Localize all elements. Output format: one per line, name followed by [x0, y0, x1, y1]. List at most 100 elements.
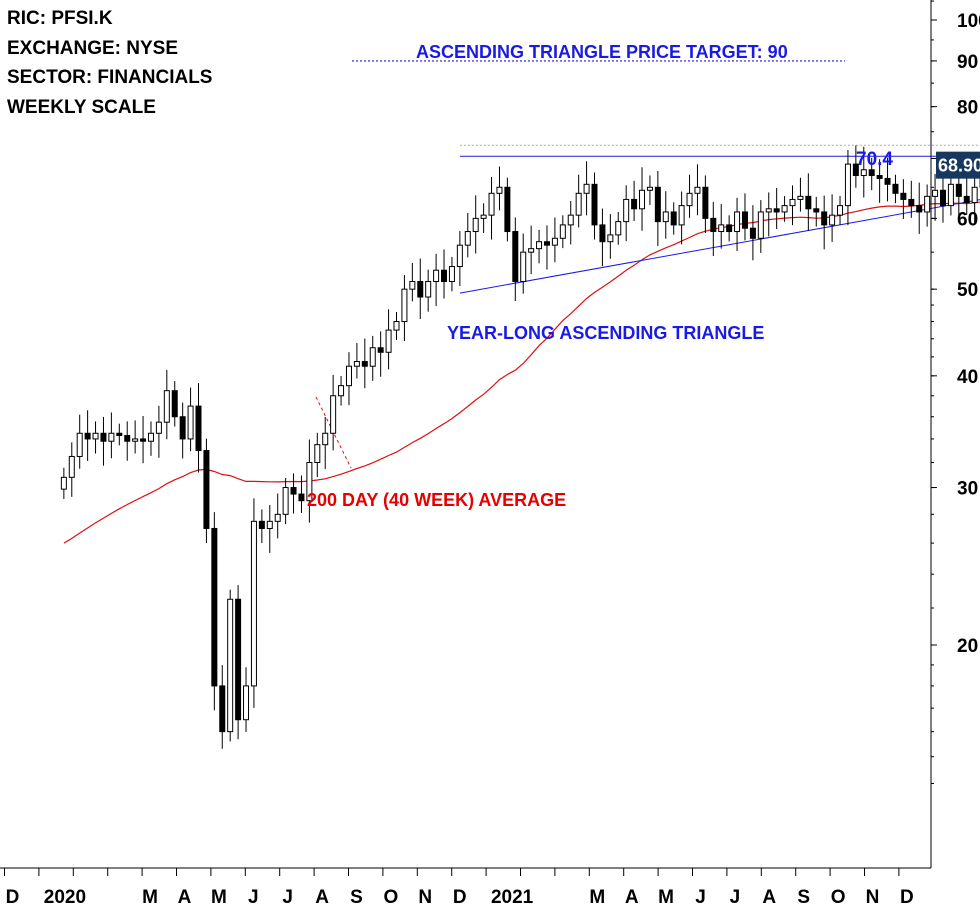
candle-body-up	[369, 347, 376, 367]
support-line	[459, 199, 980, 294]
candle	[203, 438, 210, 544]
candle-body-up	[314, 444, 321, 463]
candle-body-up	[829, 214, 836, 226]
candle-body-down	[211, 527, 218, 687]
candle-body-down	[654, 186, 661, 223]
candle-body-up	[250, 520, 257, 687]
last-price-badge	[936, 151, 980, 179]
candle-body-down	[773, 208, 780, 213]
candle	[694, 164, 701, 216]
candle-body-up	[345, 365, 352, 387]
candle	[852, 145, 859, 188]
candle-body-down	[963, 195, 970, 204]
candle	[860, 146, 867, 198]
candle	[163, 369, 170, 440]
candle	[781, 196, 788, 222]
candle-body-down	[805, 195, 812, 210]
candle-body-down	[876, 175, 883, 179]
y-tick-label: 80	[957, 98, 978, 119]
candle	[306, 439, 313, 523]
candle	[76, 414, 83, 469]
candle-body-down	[852, 163, 859, 177]
candle-body-up	[559, 224, 566, 239]
candle-body-down	[749, 227, 756, 239]
x-tick-label: D	[900, 887, 914, 906]
info-ric: RIC: PFSI.K	[7, 8, 113, 29]
candle-body-up	[567, 214, 574, 226]
candle	[892, 174, 899, 204]
x-tick-label: A	[315, 887, 329, 906]
candle	[654, 170, 661, 247]
candle-body-up	[488, 192, 495, 216]
candle-body-up	[282, 487, 289, 515]
candle-body-up	[163, 390, 170, 423]
candle	[448, 256, 455, 292]
x-tick-label: A	[762, 887, 776, 906]
x-tick-label: N	[418, 887, 432, 906]
candle	[187, 387, 194, 452]
candle	[219, 665, 226, 749]
candle	[575, 174, 582, 228]
candle	[805, 173, 812, 231]
y-tick-label: 20	[957, 636, 978, 657]
candle	[797, 177, 804, 212]
candle	[258, 509, 265, 544]
candle-body-down	[441, 269, 448, 282]
x-tick-label: M	[658, 887, 674, 906]
candle-body-down	[813, 208, 820, 213]
candle-body-down	[298, 493, 305, 502]
candle	[837, 196, 844, 225]
x-tick-label: J	[695, 887, 706, 906]
candle	[425, 269, 432, 312]
x-tick-label: O	[384, 887, 399, 906]
candle	[765, 192, 772, 237]
candle	[456, 231, 463, 287]
trend-lines-layer	[352, 60, 980, 294]
candle-body-up	[496, 186, 503, 194]
candle-body-down	[908, 198, 915, 207]
candle	[678, 191, 685, 245]
info-scale: WEEKLY SCALE	[7, 97, 156, 118]
candle	[639, 167, 646, 231]
y-tick-label: 30	[957, 479, 978, 500]
price-target-annotation: ASCENDING TRIANGLE PRICE TARGET: 90	[416, 42, 788, 62]
x-tick-label: S	[797, 887, 810, 906]
x-tick-label: J	[282, 887, 293, 906]
candle-body-down	[631, 198, 638, 210]
candle-body-down	[124, 435, 131, 442]
candle-body-up	[932, 189, 939, 197]
candle-body-up	[860, 169, 867, 177]
y-tick-label: 60	[957, 209, 978, 230]
candle	[84, 410, 91, 461]
candle-body-up	[924, 195, 931, 213]
candle	[947, 174, 954, 216]
candle-body-up	[155, 421, 162, 434]
y-tick-label: 50	[957, 280, 978, 301]
candle	[124, 421, 131, 461]
candle	[844, 149, 851, 226]
candle	[472, 195, 479, 254]
candle-body-up	[520, 251, 527, 282]
candle-body-up	[132, 438, 139, 442]
candle	[464, 212, 471, 258]
candle	[140, 415, 147, 464]
candle-body-down	[235, 598, 242, 721]
moving-average-pointer	[315, 396, 352, 469]
candle	[330, 374, 337, 451]
candle-body-down	[290, 487, 297, 495]
candle	[338, 376, 345, 406]
candle-body-up	[837, 205, 844, 216]
candle-body-down	[821, 211, 828, 226]
candle	[171, 381, 178, 427]
x-tick-label: 2021	[491, 887, 534, 906]
pattern-annotation: YEAR-LONG ASCENDING TRIANGLE	[447, 323, 765, 343]
candle	[361, 338, 368, 389]
candle	[591, 172, 598, 240]
candle-body-down	[599, 224, 606, 243]
candle	[243, 667, 250, 732]
candle	[512, 217, 519, 301]
candle	[749, 205, 756, 261]
candle-body-up	[947, 183, 954, 207]
candle	[132, 420, 139, 454]
